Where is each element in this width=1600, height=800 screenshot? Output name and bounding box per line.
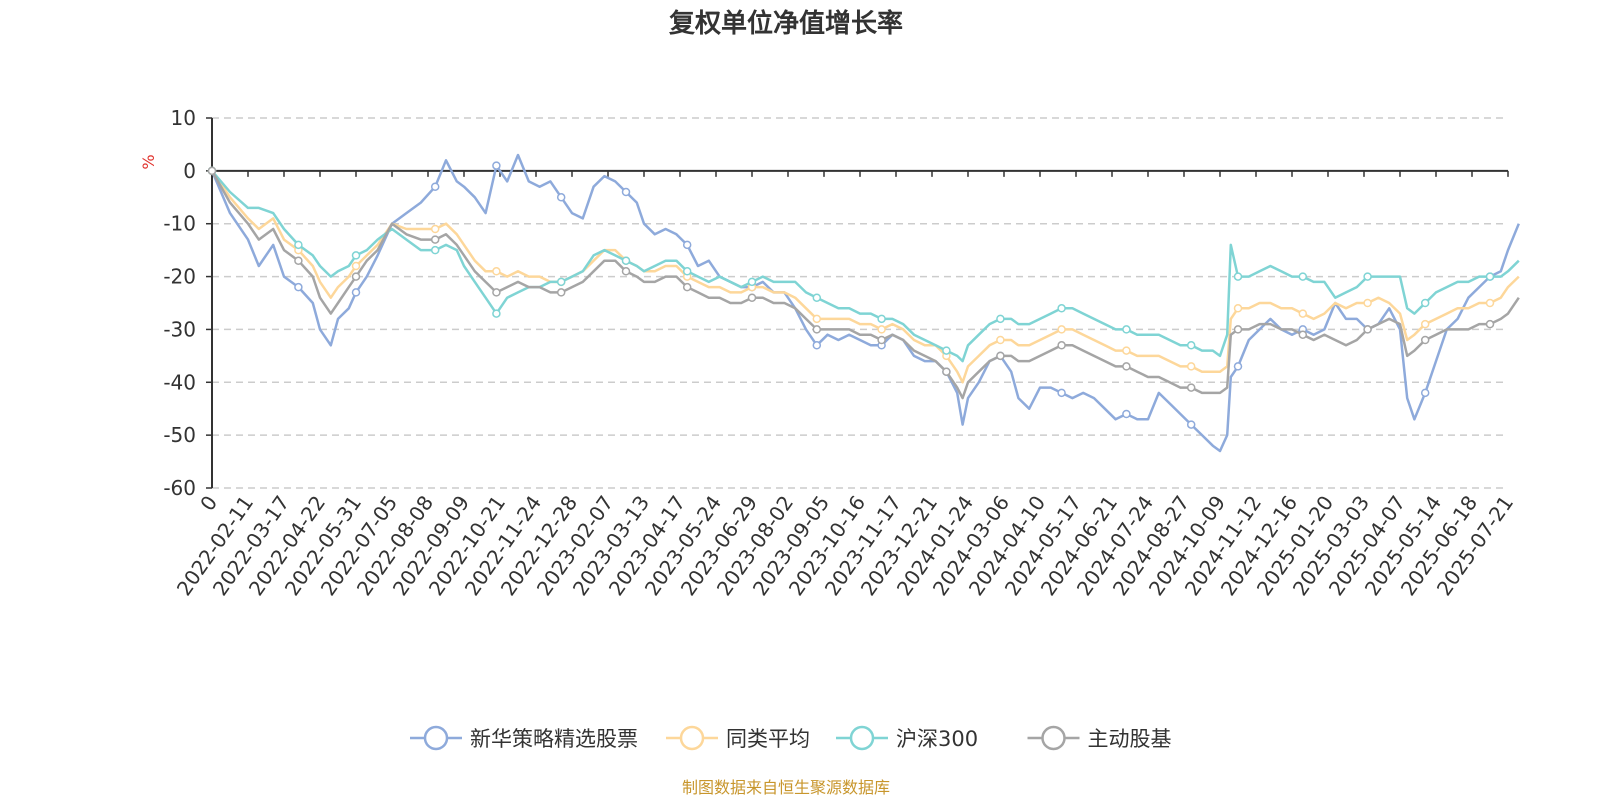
series-point — [1186, 341, 1196, 350]
series-layer — [207, 153, 1520, 453]
y-tick-label: -20 — [163, 265, 196, 289]
series-point — [430, 182, 440, 191]
y-tick-label: -50 — [163, 423, 196, 447]
series-point — [492, 267, 501, 276]
y-tick-label: -30 — [163, 317, 196, 341]
series-point — [1057, 304, 1066, 313]
series-point — [812, 341, 822, 350]
series-point — [621, 256, 631, 265]
series-point — [877, 335, 886, 345]
y-tick-label: -60 — [163, 476, 196, 500]
series-point — [1363, 298, 1372, 308]
series-point — [1420, 298, 1430, 308]
series-point — [1233, 325, 1243, 334]
series-point — [1057, 325, 1066, 334]
series-point — [1298, 330, 1308, 339]
series-point — [1186, 362, 1196, 371]
series-point — [556, 277, 566, 287]
series-point — [1420, 388, 1430, 398]
series-point — [351, 272, 361, 281]
y-tick-label: 0 — [183, 159, 196, 183]
series-point — [351, 261, 361, 271]
series-point — [1298, 272, 1308, 281]
legend-label: 同类平均 — [726, 727, 810, 751]
series-point — [877, 314, 886, 324]
series-point — [942, 346, 951, 355]
y-tick-label: -10 — [163, 212, 196, 236]
series-point — [207, 166, 217, 176]
grid-layer — [212, 117, 1508, 489]
series-point — [1233, 272, 1243, 281]
chart-title: 复权单位净值增长率 — [669, 8, 903, 39]
series-point — [747, 293, 757, 302]
legend-label: 沪深300 — [896, 727, 978, 751]
series-line — [210, 170, 1520, 384]
series-point — [1122, 409, 1131, 419]
series-point — [747, 277, 757, 287]
y-axis-unit: % — [139, 154, 158, 169]
series-point — [1363, 272, 1372, 281]
series-point — [877, 325, 886, 334]
series-point — [1420, 319, 1430, 329]
legend-label: 主动股基 — [1088, 727, 1172, 751]
legend-marker — [849, 725, 875, 751]
series-point — [812, 293, 822, 302]
series-point — [430, 245, 440, 255]
y-tick-label: -40 — [163, 370, 196, 394]
legend-marker — [679, 725, 705, 751]
series-point — [492, 161, 501, 170]
series-point — [294, 256, 303, 265]
series-point — [1233, 362, 1243, 371]
series-point — [812, 314, 822, 324]
series-point — [996, 314, 1005, 324]
series-point — [556, 193, 566, 202]
series-point — [1485, 319, 1495, 329]
series-point — [294, 240, 303, 250]
series-point — [492, 309, 501, 318]
series-point — [556, 288, 566, 297]
series-point — [1057, 341, 1066, 350]
series-point — [996, 335, 1005, 345]
source-note: 制图数据来自恒生聚源数据库 — [682, 778, 890, 797]
series-point — [294, 282, 303, 292]
series-point — [682, 267, 692, 276]
series-line — [211, 170, 1520, 363]
series-point — [351, 251, 361, 260]
series-point — [942, 367, 951, 376]
y-tick-label: 10 — [171, 106, 196, 130]
series-point — [621, 267, 631, 276]
series-point — [430, 235, 440, 244]
series-point — [682, 282, 692, 292]
legend: 新华策略精选股票 同类平均 沪深300 主动股基 — [410, 725, 1172, 751]
series-point — [1122, 362, 1131, 371]
series-point — [1420, 335, 1430, 345]
series-line — [210, 153, 1520, 453]
series-point — [1186, 383, 1196, 392]
x-axis: 02022-02-112022-03-172022-04-222022-05-3… — [172, 169, 1518, 600]
series-point — [812, 325, 822, 334]
series-point — [1122, 346, 1131, 355]
series-point — [996, 351, 1005, 361]
series-point — [1233, 304, 1243, 313]
series-point — [492, 288, 501, 297]
series-point — [1485, 298, 1495, 308]
series-point — [1057, 388, 1066, 398]
series-point — [1298, 309, 1308, 318]
series-point — [430, 224, 440, 234]
y-axis: 10 0 -10 -20 -30 -40 -50 -60 — [163, 106, 213, 500]
legend-marker — [423, 725, 449, 751]
series-point — [682, 240, 692, 250]
legend-marker — [1041, 725, 1066, 751]
series-point — [1363, 325, 1372, 334]
series-point — [351, 288, 361, 297]
x-tick-label: 0 — [195, 491, 222, 515]
series-point — [1122, 325, 1131, 334]
legend-label: 新华策略精选股票 — [470, 727, 638, 751]
series-point — [1186, 420, 1196, 429]
series-point — [621, 187, 631, 197]
series-line — [210, 170, 1520, 400]
series-point — [1485, 272, 1495, 281]
